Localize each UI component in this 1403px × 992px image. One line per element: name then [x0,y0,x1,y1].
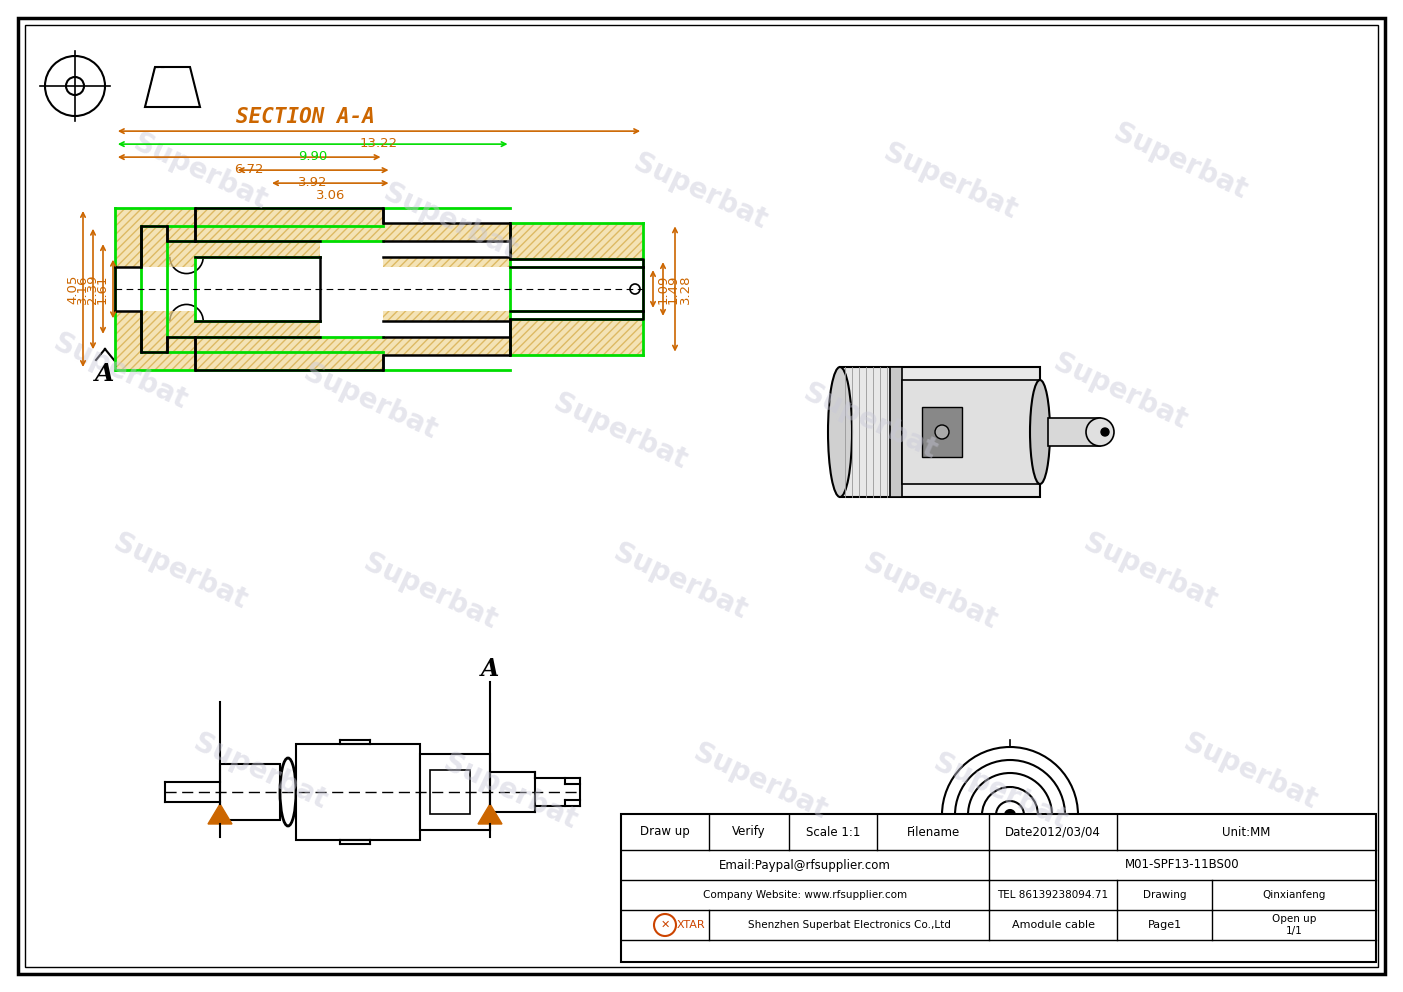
Text: Superbat: Superbat [878,139,1021,225]
Text: 3.16: 3.16 [76,274,88,304]
Circle shape [955,760,1065,870]
Text: Superbat: Superbat [49,329,191,415]
Text: A: A [95,362,115,386]
Text: 1.09: 1.09 [657,275,671,304]
Circle shape [1101,428,1108,436]
Text: Superbat: Superbat [1049,349,1191,435]
Bar [902,380,1040,484]
Text: Superbat: Superbat [859,549,1002,635]
Text: Superbat: Superbat [109,529,251,615]
Text: M01-SPF13-11BS00: M01-SPF13-11BS00 [1125,858,1240,872]
Text: Drawing: Drawing [1143,890,1187,900]
Text: XTAR: XTAR [676,920,706,930]
Text: Superbat: Superbat [609,539,751,625]
Text: Superbat: Superbat [629,149,772,235]
Bar [511,223,643,259]
Text: Open up
1/1: Open up 1/1 [1271,915,1316,935]
Circle shape [996,801,1024,829]
Ellipse shape [1030,380,1049,484]
Ellipse shape [828,367,852,497]
Text: 3.92: 3.92 [299,177,328,189]
Text: Superbat: Superbat [439,749,581,835]
Text: 13.22: 13.22 [361,137,398,150]
Circle shape [630,284,640,294]
Bar [383,257,511,267]
Polygon shape [208,804,231,824]
Bar [296,744,419,840]
Text: SECTION A-A: SECTION A-A [236,107,375,127]
Bar [890,367,902,497]
Text: 4.05: 4.05 [66,275,79,304]
Text: Superbat: Superbat [1179,729,1322,815]
Text: 3.28: 3.28 [679,274,692,304]
Text: Qinxianfeng: Qinxianfeng [1263,890,1326,900]
Text: Superbat: Superbat [359,549,501,635]
Text: Date2012/03/04: Date2012/03/04 [1005,825,1101,838]
Text: Unit:MM: Unit:MM [1222,825,1271,838]
Text: Email:Paypal@rfsupplier.com: Email:Paypal@rfsupplier.com [720,858,891,872]
Bar [383,310,511,321]
Bar [840,367,1040,497]
Text: Verify: Verify [732,825,766,838]
Text: Superbat: Superbat [549,389,692,475]
Text: 1.49: 1.49 [666,275,680,304]
Bar [1048,418,1100,446]
Bar [383,336,511,354]
Text: Scale 1:1: Scale 1:1 [805,825,860,838]
Text: Filename: Filename [906,825,960,838]
Bar [195,241,320,257]
Circle shape [934,425,948,439]
Text: A: A [481,657,499,681]
Text: 1.61: 1.61 [95,274,109,304]
Polygon shape [478,804,502,824]
Text: Page1: Page1 [1148,920,1181,930]
Text: Superbat: Superbat [299,359,441,445]
Text: 9.90: 9.90 [297,150,327,163]
Text: Superbat: Superbat [189,729,331,815]
Bar [429,770,470,814]
Text: Amodule cable: Amodule cable [1012,920,1094,930]
Bar [195,321,320,336]
Text: Draw up: Draw up [640,825,690,838]
Bar [511,318,643,354]
Text: Company Website: www.rfsupplier.com: Company Website: www.rfsupplier.com [703,890,908,900]
Bar [622,814,1376,962]
Text: Superbat: Superbat [929,749,1072,835]
Bar [220,764,281,820]
Text: Superbat: Superbat [379,179,522,265]
Text: 3.06: 3.06 [316,189,345,202]
Text: TEL 86139238094.71: TEL 86139238094.71 [998,890,1108,900]
Text: Superbat: Superbat [689,739,831,825]
Text: ✕: ✕ [661,920,669,930]
Bar [922,407,962,457]
Text: 2.39: 2.39 [86,274,100,304]
Bar [195,208,383,241]
Circle shape [1086,418,1114,446]
Circle shape [941,747,1078,883]
Text: Superbat: Superbat [798,379,941,465]
Bar [419,754,490,830]
Bar [195,336,383,370]
Circle shape [982,787,1038,843]
Ellipse shape [281,758,296,826]
Text: 6.72: 6.72 [234,163,264,177]
Text: Superbat: Superbat [129,129,271,215]
Bar [115,208,195,267]
Circle shape [968,773,1052,857]
Bar [115,310,195,370]
Bar [383,223,511,241]
Text: Superbat: Superbat [1108,119,1251,205]
Text: Superbat: Superbat [1079,529,1221,615]
Circle shape [1005,810,1014,820]
Circle shape [654,914,676,936]
Polygon shape [145,67,201,107]
Text: Shenzhen Superbat Electronics Co.,Ltd: Shenzhen Superbat Electronics Co.,Ltd [748,920,950,930]
Bar [490,772,535,812]
